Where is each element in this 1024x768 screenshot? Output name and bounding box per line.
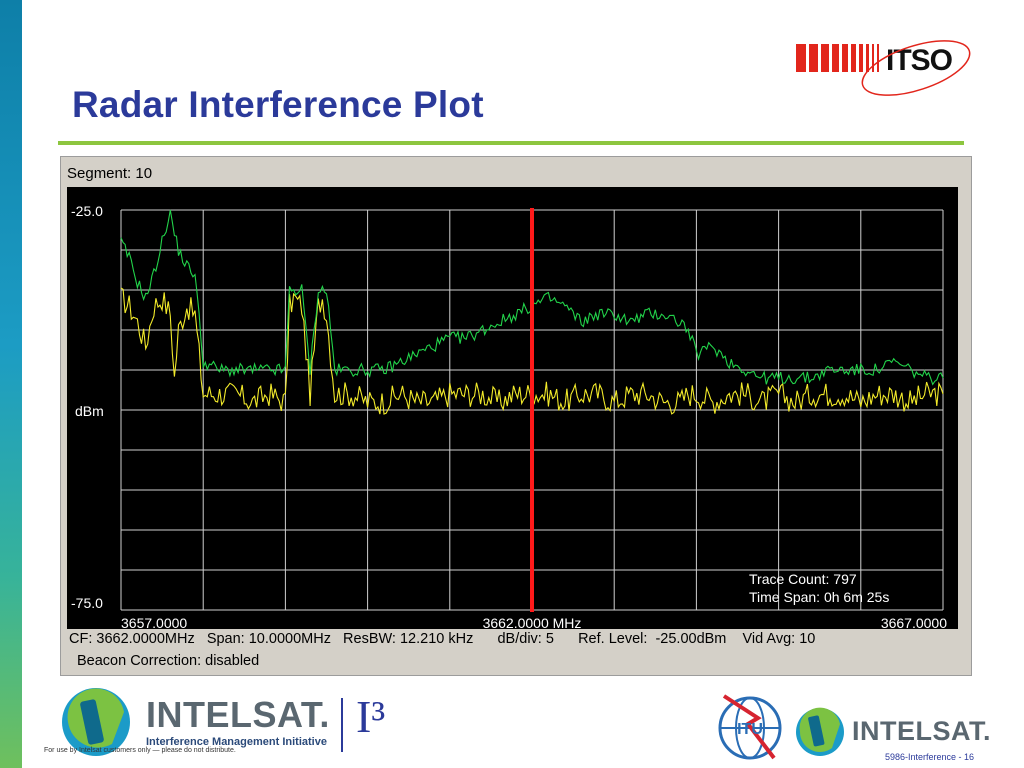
intelsat-wordmark-small: INTELSAT. xyxy=(852,716,991,746)
title-divider xyxy=(58,141,964,145)
y-tick-label-top: -25.0 xyxy=(71,203,103,219)
trace-count-label: Trace Count: 797 xyxy=(749,571,857,587)
x-tick-label-end: 3667.0000 xyxy=(881,615,947,631)
time-span-label: Time Span: 0h 6m 25s xyxy=(749,589,889,605)
spectrum-analyzer-panel: Segment: 10 -25.0 dBm -75.0 3657.0000 3662.0… xyxy=(60,156,972,676)
spectrum-chart: -25.0 dBm -75.0 3657.0000 3662.0000 MHz 3667.… xyxy=(71,203,947,631)
footer-note: For use by Intelsat customers only — ple… xyxy=(44,747,236,754)
footer-logos: INTELSAT. Interference Management Initia… xyxy=(0,680,1024,768)
itu-logo-text: ITU xyxy=(737,721,763,738)
itso-logo-text: ITSO xyxy=(886,44,953,77)
page-title: Radar Interference Plot xyxy=(72,84,484,125)
intelsat-wordmark: INTELSAT. xyxy=(146,694,330,735)
y-axis-unit-label: dBm xyxy=(75,403,104,419)
side-gradient-band xyxy=(0,0,22,768)
x-tick-label-start: 3657.0000 xyxy=(121,615,187,631)
itu-logo-icon: ITU xyxy=(718,694,782,760)
segment-label: Segment: 10 xyxy=(67,165,153,182)
logo-separator xyxy=(341,698,343,752)
imi-tagline: Interference Management Initiative xyxy=(146,736,327,748)
itso-logo-bars xyxy=(796,44,882,72)
intelsat-globe-icon xyxy=(62,688,130,756)
page-number: 5986-Interference - 16 xyxy=(884,752,974,762)
status-line-beacon: Beacon Correction: disabled xyxy=(77,653,260,669)
y-tick-label-bottom: -75.0 xyxy=(71,595,103,611)
itso-orbit-icon xyxy=(861,40,971,96)
status-line-settings: CF: 3662.0000MHz Span: 10.0000MHz ResBW:… xyxy=(69,631,816,647)
i3-logo: I³ xyxy=(356,691,386,742)
plot-background xyxy=(67,187,958,629)
itso-logo: ITSO xyxy=(796,30,976,102)
x-tick-label-center: 3662.0000 MHz xyxy=(483,615,582,631)
intelsat-globe-small-icon xyxy=(796,707,844,756)
